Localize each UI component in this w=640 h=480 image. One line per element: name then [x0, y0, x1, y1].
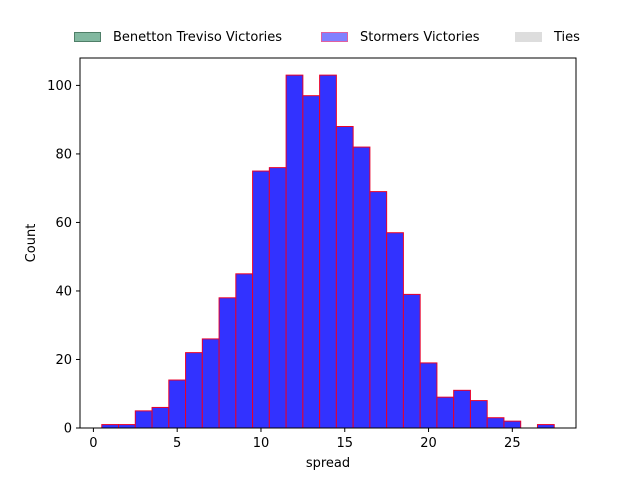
bar-bin-7 [201, 338, 220, 429]
bars-layer [101, 74, 555, 429]
x-axis-label: spread [306, 456, 350, 471]
bar-bin-14 [319, 74, 337, 429]
bar-bin-10 [252, 170, 270, 429]
bar-bin-22 [453, 389, 471, 429]
y-axis-ticks: 0 20 40 60 80 100 [47, 79, 80, 437]
x-tick-label: 0 [89, 436, 97, 451]
y-tick-label: 0 [64, 422, 72, 437]
x-tick-label: 15 [336, 436, 353, 451]
x-axis-ticks: 0 5 10 15 20 25 [89, 428, 521, 451]
x-tick-label: 20 [420, 436, 437, 451]
bar-bin-27 [536, 424, 555, 429]
bar-bin-13 [302, 95, 321, 429]
bar-bin-19 [402, 293, 421, 429]
legend-item-benetton: Benetton Treviso Victories [74, 26, 282, 48]
bar-bin-5 [168, 379, 187, 429]
bar-bin-23 [469, 400, 488, 429]
bar-bin-1 [101, 424, 120, 429]
plot-frame [79, 57, 577, 429]
bar-bin-2 [118, 424, 136, 429]
legend-item-ties: Ties [515, 26, 580, 48]
x-tick-label: 10 [253, 436, 270, 451]
bar-bin-9 [235, 273, 254, 429]
bar-bin-16 [352, 146, 371, 429]
legend-label-stormers: Stormers Victories [360, 29, 480, 45]
y-tick-label: 80 [55, 147, 72, 162]
legend-label-benetton: Benetton Treviso Victories [113, 29, 283, 45]
bar-bin-15 [335, 126, 354, 429]
legend: Benetton Treviso Victories Stormers Vict… [0, 26, 640, 48]
bar-bin-18 [386, 232, 404, 429]
x-tick-label: 25 [504, 436, 521, 451]
bar-bin-6 [185, 352, 203, 429]
legend-label-ties: Ties [554, 29, 580, 45]
y-axis-label: Count [24, 224, 39, 263]
bar-bin-12 [285, 74, 304, 429]
y-tick-label: 60 [55, 216, 72, 231]
x-tick-label: 5 [173, 436, 181, 451]
bar-bin-20 [419, 362, 438, 429]
legend-swatch-benetton [74, 32, 101, 42]
bar-bin-4 [151, 406, 170, 429]
legend-swatch-stormers [321, 32, 348, 42]
y-tick-label: 100 [47, 79, 72, 94]
bar-bin-21 [436, 396, 455, 429]
bar-bin-8 [218, 297, 237, 429]
y-tick-label: 20 [55, 353, 72, 368]
legend-swatch-ties [515, 32, 542, 42]
legend-item-stormers: Stormers Victories [321, 26, 479, 48]
bar-bin-3 [134, 410, 153, 429]
bar-bin-24 [486, 417, 505, 429]
y-tick-label: 40 [55, 284, 72, 299]
bar-bin-25 [503, 420, 522, 429]
bar-bin-11 [268, 167, 287, 429]
bar-bin-17 [369, 191, 388, 429]
